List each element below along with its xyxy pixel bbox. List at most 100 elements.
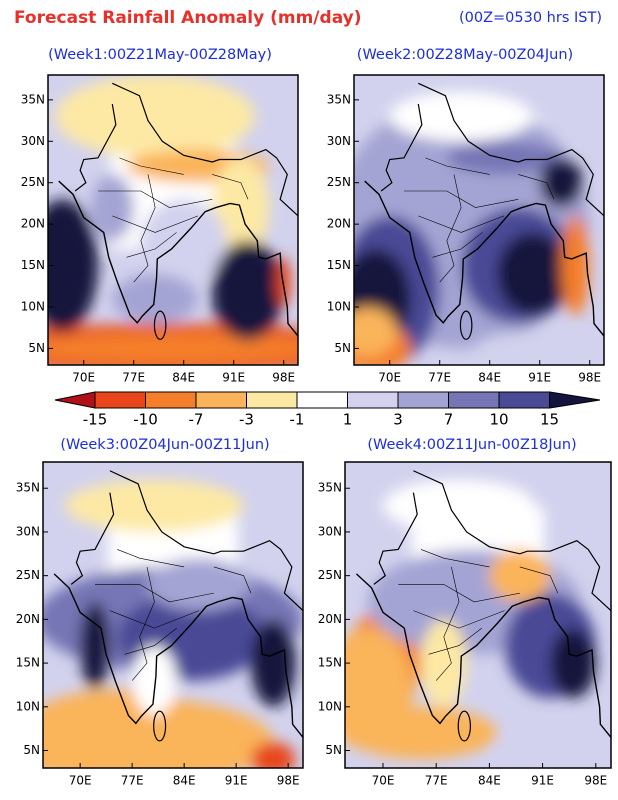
lat-label: 5N xyxy=(334,341,351,355)
lat-label: 5N xyxy=(28,341,45,355)
colorbar-label: 15 xyxy=(540,411,559,429)
border xyxy=(70,492,115,585)
anomaly-shading xyxy=(48,75,298,365)
map-field xyxy=(354,75,604,365)
lon-label: 98E xyxy=(277,774,300,788)
lat-label: 35N xyxy=(16,481,40,495)
anomaly-region xyxy=(539,157,583,208)
lon-label: 70E xyxy=(372,774,395,788)
sri-lanka xyxy=(459,310,473,340)
sri-lanka xyxy=(457,710,472,742)
panel-frame xyxy=(344,461,612,769)
anomaly-region xyxy=(446,141,562,175)
sri-lanka xyxy=(153,310,167,340)
state-border xyxy=(398,584,520,603)
lon-label: 77E xyxy=(425,774,448,788)
lat-label: 35N xyxy=(318,481,342,495)
lon-label: 91E xyxy=(225,774,248,788)
anomaly-region xyxy=(90,174,134,241)
sri-lanka xyxy=(153,710,167,742)
panel-frame xyxy=(47,74,299,366)
lat-label: 5N xyxy=(23,743,40,757)
anomaly-region xyxy=(276,257,291,307)
colorbar-label: 1 xyxy=(343,411,353,429)
panel-title: (Week2:00Z28May-00Z04Jun) xyxy=(357,47,573,63)
colorbar-bin xyxy=(498,391,550,409)
colorbar-label: -10 xyxy=(133,411,158,429)
border xyxy=(74,103,117,192)
lon-label: 70E xyxy=(72,371,95,385)
colorbar-bin xyxy=(448,391,500,409)
lon-label: 77E xyxy=(121,774,144,788)
state-border xyxy=(439,174,462,283)
lon-label: 91E xyxy=(528,371,551,385)
lat-label: 25N xyxy=(21,175,45,189)
anomaly-region xyxy=(550,628,596,699)
state-border xyxy=(435,566,460,681)
colorbar-bin xyxy=(195,391,247,409)
colorbar-bin xyxy=(347,391,399,409)
colorbar-bin xyxy=(296,391,348,409)
lon-label: 84E xyxy=(478,774,501,788)
state-border xyxy=(418,215,505,233)
panel-title: (Week3:00Z04Jun-00Z11Jun) xyxy=(60,437,269,453)
anomaly-region xyxy=(354,307,397,357)
anomaly-shading xyxy=(345,479,611,768)
map-field xyxy=(43,462,303,768)
lat-label: 5N xyxy=(325,743,342,757)
lat-label: 35N xyxy=(21,92,45,106)
anomaly-region xyxy=(65,479,244,532)
state-border xyxy=(432,232,483,258)
lat-label: 10N xyxy=(21,300,45,314)
lon-label: 98E xyxy=(578,371,601,385)
lon-label: 98E xyxy=(584,774,607,788)
lat-label: 10N xyxy=(16,699,40,713)
anomaly-shading xyxy=(354,91,590,365)
map-field xyxy=(48,75,298,365)
colorbar-bin xyxy=(145,391,197,409)
anomaly-region xyxy=(497,733,611,768)
lon-label: 84E xyxy=(478,371,501,385)
lat-label: 30N xyxy=(16,524,40,538)
anomaly-region xyxy=(421,619,467,707)
colorbar-end xyxy=(54,391,96,409)
lat-label: 15N xyxy=(327,258,351,272)
border xyxy=(413,470,611,612)
anomaly-region xyxy=(496,232,569,316)
state-border xyxy=(131,566,155,681)
state-border xyxy=(119,157,184,175)
border xyxy=(418,82,604,217)
lon-label: 98E xyxy=(272,371,295,385)
state-border xyxy=(213,566,252,594)
state-border xyxy=(117,549,185,568)
colorbar-label: 10 xyxy=(489,411,508,429)
state-border xyxy=(126,232,177,258)
lat-label: 35N xyxy=(327,92,351,106)
anomaly-region xyxy=(80,601,110,690)
lat-label: 20N xyxy=(21,217,45,231)
anomaly-region xyxy=(48,215,91,299)
state-border xyxy=(98,190,213,208)
lon-label: 77E xyxy=(428,371,451,385)
state-border xyxy=(133,174,156,283)
colorbar-end xyxy=(549,391,601,409)
state-border xyxy=(420,549,490,568)
lat-label: 15N xyxy=(16,656,40,670)
lat-label: 20N xyxy=(327,217,351,231)
lon-label: 70E xyxy=(378,371,401,385)
colorbar-label: -1 xyxy=(290,411,305,429)
border xyxy=(373,492,418,585)
state-border xyxy=(518,174,555,200)
lat-label: 10N xyxy=(327,300,351,314)
colorbar-label: 7 xyxy=(444,411,454,429)
panel-frame xyxy=(42,461,304,769)
state-border xyxy=(109,610,200,629)
figure-title: Forecast Rainfall Anomaly (mm/day) xyxy=(14,8,362,28)
state-border xyxy=(95,584,214,603)
state-border xyxy=(212,174,249,200)
lon-label: 84E xyxy=(172,371,195,385)
colorbar-bin xyxy=(246,391,298,409)
lat-label: 10N xyxy=(318,699,342,713)
anomaly-region xyxy=(112,273,198,324)
